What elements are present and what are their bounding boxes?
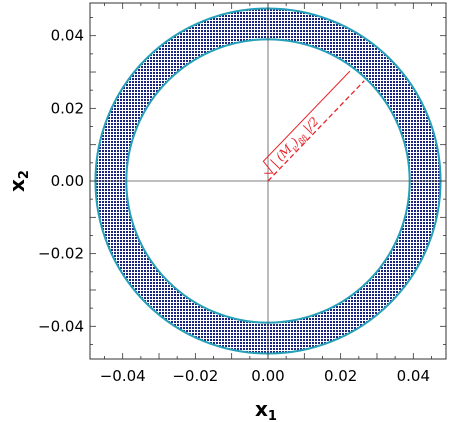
y-axis-label: x2 (5, 170, 32, 192)
x-axis-label: x1 (255, 397, 277, 422)
annotation-text: | (Mν)ββ |/2 (268, 114, 323, 171)
x-tick-label: 0.00 (251, 367, 284, 385)
y-tick-label: −0.04 (38, 317, 84, 335)
y-tick-label: 0.02 (51, 99, 84, 117)
x-tick-label: 0.04 (397, 367, 430, 385)
x-tick-label: −0.02 (172, 367, 218, 385)
annotation-label: | (Mν)ββ |/2 (262, 70, 351, 174)
radius-dashed-line (267, 80, 365, 182)
x-tick-label: 0.02 (324, 367, 357, 385)
x-tick-label: −0.04 (100, 367, 146, 385)
y-tick-label: −0.02 (38, 245, 84, 263)
y-tick-label: 0.04 (51, 27, 84, 45)
y-tick-label: 0.00 (51, 172, 84, 190)
radical-sign (262, 70, 351, 174)
